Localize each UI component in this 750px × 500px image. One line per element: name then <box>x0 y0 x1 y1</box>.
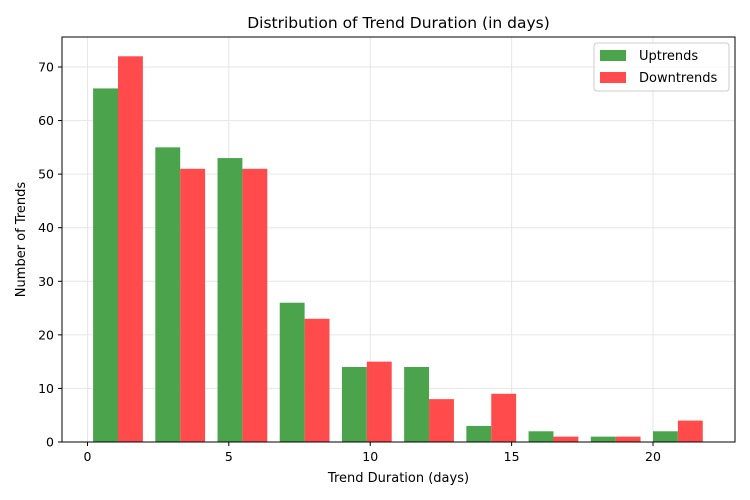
y-axis-label: Number of Trends <box>14 182 29 298</box>
x-tick-label: 10 <box>362 449 378 464</box>
bar-uptrends <box>590 436 616 442</box>
y-tick-label: 10 <box>38 381 54 396</box>
legend-label-uptrends: Uptrends <box>639 49 698 64</box>
y-tick-label: 20 <box>38 327 54 342</box>
bars <box>93 56 703 443</box>
legend-label-downtrends: Downtrends <box>639 71 717 86</box>
bar-downtrends <box>677 420 703 442</box>
bar-uptrends <box>93 88 118 442</box>
legend: Uptrends Downtrends <box>593 42 730 92</box>
y-tick-label: 60 <box>38 113 54 128</box>
chart-title: Distribution of Trend Duration (in days) <box>247 14 550 32</box>
bar-downtrends <box>117 56 143 443</box>
bar-uptrends <box>404 367 430 442</box>
bar-uptrends <box>155 147 181 442</box>
x-tick-label: 20 <box>645 449 661 464</box>
x-tick-label: 0 <box>83 449 91 464</box>
plot-area-frame <box>61 36 736 443</box>
y-tick-label: 30 <box>38 274 54 289</box>
legend-swatch-uptrends <box>600 50 626 61</box>
bar-downtrends <box>180 168 206 443</box>
bar-uptrends <box>341 367 367 442</box>
bar-uptrends <box>466 425 492 442</box>
bar-downtrends <box>366 361 392 442</box>
y-tick-label: 40 <box>38 220 54 235</box>
bar-downtrends <box>615 436 641 442</box>
bar-downtrends <box>304 318 330 442</box>
legend-box <box>593 42 730 92</box>
legend-swatch-downtrends <box>600 72 626 83</box>
bar-downtrends <box>491 393 517 442</box>
y-tick-label: 50 <box>38 167 54 182</box>
bar-downtrends <box>553 436 579 442</box>
y-tick-label: 0 <box>46 435 54 450</box>
x-tick-label: 5 <box>225 449 233 464</box>
bar-uptrends <box>528 431 554 442</box>
x-tick-label: 15 <box>504 449 520 464</box>
x-axis-label: Trend Duration (days) <box>327 471 469 486</box>
y-tick-label: 70 <box>38 60 54 75</box>
bar-downtrends <box>242 168 268 443</box>
axis-ticks: 0 5 10 15 20 0 10 20 30 40 50 60 70 <box>38 60 661 465</box>
bar-uptrends <box>652 431 678 442</box>
bar-downtrends <box>429 399 454 442</box>
bar-uptrends <box>217 158 243 443</box>
bar-uptrends <box>279 302 305 442</box>
